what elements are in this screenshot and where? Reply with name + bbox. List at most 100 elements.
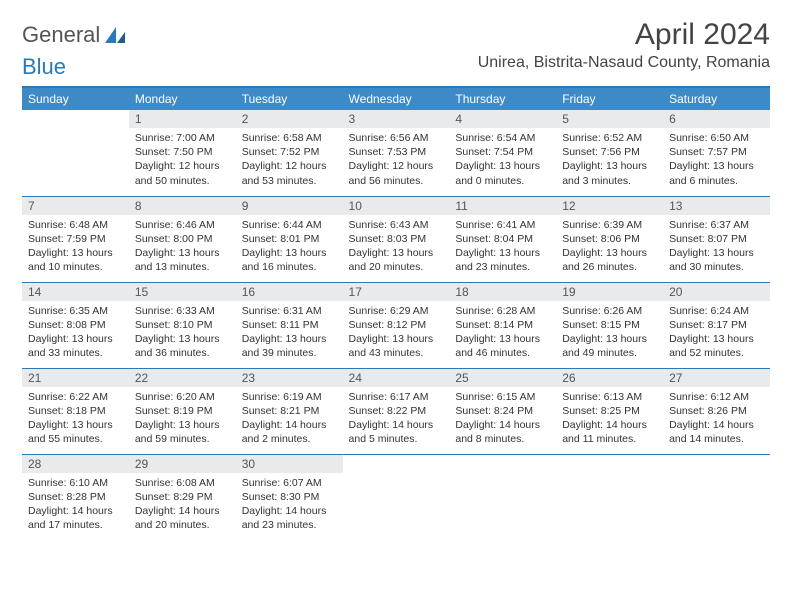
day-number: 13 — [663, 197, 770, 215]
day-number: 4 — [449, 110, 556, 128]
calendar-cell: 16Sunrise: 6:31 AMSunset: 8:11 PMDayligh… — [236, 282, 343, 368]
calendar-table: Sunday Monday Tuesday Wednesday Thursday… — [22, 86, 770, 540]
daylight-text: Daylight: 13 hours and 20 minutes. — [349, 246, 444, 274]
day-body: Sunrise: 6:31 AMSunset: 8:11 PMDaylight:… — [236, 301, 343, 365]
day-number: 12 — [556, 197, 663, 215]
sunrise-text: Sunrise: 6:37 AM — [669, 218, 764, 232]
calendar-page: General April 2024 Unirea, Bistrita-Nasa… — [0, 0, 792, 550]
sunrise-text: Sunrise: 6:08 AM — [135, 476, 230, 490]
sunset-text: Sunset: 8:15 PM — [562, 318, 657, 332]
daylight-text: Daylight: 13 hours and 46 minutes. — [455, 332, 550, 360]
sunrise-text: Sunrise: 7:00 AM — [135, 131, 230, 145]
calendar-cell: 23Sunrise: 6:19 AMSunset: 8:21 PMDayligh… — [236, 368, 343, 454]
sunrise-text: Sunrise: 6:31 AM — [242, 304, 337, 318]
daylight-text: Daylight: 13 hours and 52 minutes. — [669, 332, 764, 360]
sunset-text: Sunset: 8:29 PM — [135, 490, 230, 504]
day-number: 17 — [343, 283, 450, 301]
day-number: 21 — [22, 369, 129, 387]
day-number: 5 — [556, 110, 663, 128]
sunset-text: Sunset: 8:22 PM — [349, 404, 444, 418]
calendar-cell: 13Sunrise: 6:37 AMSunset: 8:07 PMDayligh… — [663, 196, 770, 282]
sunrise-text: Sunrise: 6:58 AM — [242, 131, 337, 145]
day-number: 14 — [22, 283, 129, 301]
day-body: Sunrise: 6:37 AMSunset: 8:07 PMDaylight:… — [663, 215, 770, 279]
daylight-text: Daylight: 13 hours and 13 minutes. — [135, 246, 230, 274]
daylight-text: Daylight: 14 hours and 2 minutes. — [242, 418, 337, 446]
sunset-text: Sunset: 7:57 PM — [669, 145, 764, 159]
daylight-text: Daylight: 13 hours and 55 minutes. — [28, 418, 123, 446]
day-body: Sunrise: 6:33 AMSunset: 8:10 PMDaylight:… — [129, 301, 236, 365]
sunrise-text: Sunrise: 6:29 AM — [349, 304, 444, 318]
calendar-row: 7Sunrise: 6:48 AMSunset: 7:59 PMDaylight… — [22, 196, 770, 282]
logo-text-b: Blue — [22, 54, 770, 80]
sunset-text: Sunset: 8:26 PM — [669, 404, 764, 418]
weekday-header-row: Sunday Monday Tuesday Wednesday Thursday… — [22, 87, 770, 110]
day-number: 22 — [129, 369, 236, 387]
calendar-cell: 6Sunrise: 6:50 AMSunset: 7:57 PMDaylight… — [663, 110, 770, 196]
day-body: Sunrise: 6:22 AMSunset: 8:18 PMDaylight:… — [22, 387, 129, 451]
day-body: Sunrise: 6:50 AMSunset: 7:57 PMDaylight:… — [663, 128, 770, 192]
day-number: 19 — [556, 283, 663, 301]
weekday-header: Friday — [556, 87, 663, 110]
calendar-cell: 1Sunrise: 7:00 AMSunset: 7:50 PMDaylight… — [129, 110, 236, 196]
daylight-text: Daylight: 12 hours and 50 minutes. — [135, 159, 230, 187]
calendar-cell: 9Sunrise: 6:44 AMSunset: 8:01 PMDaylight… — [236, 196, 343, 282]
day-body: Sunrise: 6:39 AMSunset: 8:06 PMDaylight:… — [556, 215, 663, 279]
sunset-text: Sunset: 8:21 PM — [242, 404, 337, 418]
daylight-text: Daylight: 13 hours and 49 minutes. — [562, 332, 657, 360]
day-body: Sunrise: 6:43 AMSunset: 8:03 PMDaylight:… — [343, 215, 450, 279]
day-body: Sunrise: 6:58 AMSunset: 7:52 PMDaylight:… — [236, 128, 343, 192]
daylight-text: Daylight: 13 hours and 33 minutes. — [28, 332, 123, 360]
weekday-header: Monday — [129, 87, 236, 110]
calendar-row: 1Sunrise: 7:00 AMSunset: 7:50 PMDaylight… — [22, 110, 770, 196]
calendar-cell: 21Sunrise: 6:22 AMSunset: 8:18 PMDayligh… — [22, 368, 129, 454]
day-number: 28 — [22, 455, 129, 473]
day-number: 15 — [129, 283, 236, 301]
calendar-cell: 26Sunrise: 6:13 AMSunset: 8:25 PMDayligh… — [556, 368, 663, 454]
sunset-text: Sunset: 8:03 PM — [349, 232, 444, 246]
sunset-text: Sunset: 8:00 PM — [135, 232, 230, 246]
daylight-text: Daylight: 14 hours and 5 minutes. — [349, 418, 444, 446]
calendar-row: 14Sunrise: 6:35 AMSunset: 8:08 PMDayligh… — [22, 282, 770, 368]
day-number: 25 — [449, 369, 556, 387]
calendar-cell: 28Sunrise: 6:10 AMSunset: 8:28 PMDayligh… — [22, 454, 129, 540]
sunset-text: Sunset: 8:25 PM — [562, 404, 657, 418]
sunset-text: Sunset: 8:11 PM — [242, 318, 337, 332]
sunrise-text: Sunrise: 6:28 AM — [455, 304, 550, 318]
sunset-text: Sunset: 8:06 PM — [562, 232, 657, 246]
daylight-text: Daylight: 14 hours and 23 minutes. — [242, 504, 337, 532]
sunset-text: Sunset: 8:04 PM — [455, 232, 550, 246]
sunset-text: Sunset: 7:52 PM — [242, 145, 337, 159]
sunrise-text: Sunrise: 6:48 AM — [28, 218, 123, 232]
day-number: 2 — [236, 110, 343, 128]
day-number: 23 — [236, 369, 343, 387]
sunrise-text: Sunrise: 6:17 AM — [349, 390, 444, 404]
daylight-text: Daylight: 13 hours and 26 minutes. — [562, 246, 657, 274]
calendar-cell: 24Sunrise: 6:17 AMSunset: 8:22 PMDayligh… — [343, 368, 450, 454]
day-number: 29 — [129, 455, 236, 473]
day-body: Sunrise: 6:56 AMSunset: 7:53 PMDaylight:… — [343, 128, 450, 192]
day-number: 20 — [663, 283, 770, 301]
sunrise-text: Sunrise: 6:56 AM — [349, 131, 444, 145]
sunrise-text: Sunrise: 6:12 AM — [669, 390, 764, 404]
calendar-cell: 5Sunrise: 6:52 AMSunset: 7:56 PMDaylight… — [556, 110, 663, 196]
day-number: 3 — [343, 110, 450, 128]
sunrise-text: Sunrise: 6:20 AM — [135, 390, 230, 404]
calendar-cell: 17Sunrise: 6:29 AMSunset: 8:12 PMDayligh… — [343, 282, 450, 368]
daylight-text: Daylight: 12 hours and 53 minutes. — [242, 159, 337, 187]
daylight-text: Daylight: 14 hours and 11 minutes. — [562, 418, 657, 446]
sunrise-text: Sunrise: 6:50 AM — [669, 131, 764, 145]
daylight-text: Daylight: 14 hours and 17 minutes. — [28, 504, 123, 532]
sunrise-text: Sunrise: 6:13 AM — [562, 390, 657, 404]
day-body: Sunrise: 6:17 AMSunset: 8:22 PMDaylight:… — [343, 387, 450, 451]
sunset-text: Sunset: 8:12 PM — [349, 318, 444, 332]
calendar-cell: 8Sunrise: 6:46 AMSunset: 8:00 PMDaylight… — [129, 196, 236, 282]
day-body: Sunrise: 6:52 AMSunset: 7:56 PMDaylight:… — [556, 128, 663, 192]
weekday-header: Saturday — [663, 87, 770, 110]
calendar-cell: 29Sunrise: 6:08 AMSunset: 8:29 PMDayligh… — [129, 454, 236, 540]
day-body: Sunrise: 6:13 AMSunset: 8:25 PMDaylight:… — [556, 387, 663, 451]
day-body: Sunrise: 6:20 AMSunset: 8:19 PMDaylight:… — [129, 387, 236, 451]
month-title: April 2024 — [478, 18, 770, 52]
daylight-text: Daylight: 13 hours and 10 minutes. — [28, 246, 123, 274]
calendar-cell: 7Sunrise: 6:48 AMSunset: 7:59 PMDaylight… — [22, 196, 129, 282]
